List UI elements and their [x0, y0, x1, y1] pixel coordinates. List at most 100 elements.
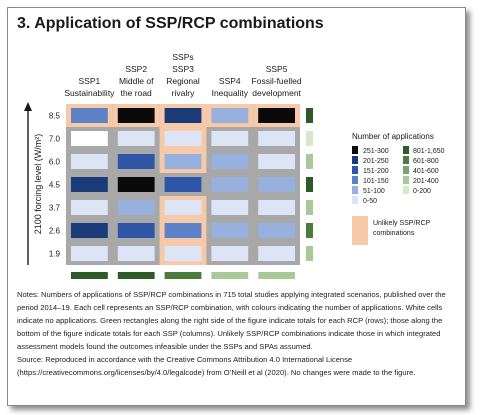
row-total-bar	[306, 223, 313, 238]
row-label: 3.7	[49, 204, 61, 213]
legend-label: 401-600	[413, 168, 439, 175]
heatmap-cell	[71, 177, 108, 192]
heatmap-cell	[211, 154, 249, 169]
column-total-bar	[211, 272, 249, 279]
row-total-bar	[306, 177, 313, 192]
legend-title: Number of applications	[352, 132, 434, 141]
heatmap-cell	[71, 108, 108, 123]
heatmap-cell	[71, 154, 108, 169]
legend-label: 0-50	[363, 198, 377, 205]
legend-unlikely-label: combinations	[373, 230, 415, 237]
legend-label: 251-300	[363, 148, 389, 155]
heatmap-cell	[117, 108, 155, 123]
figure-notes: Notes: Numbers of applications of SSP/RC…	[17, 288, 462, 379]
column-header-2: rivalry	[172, 88, 195, 98]
legend-label: 0-200	[413, 188, 431, 195]
heatmap-cell	[71, 200, 108, 215]
heatmap-cell	[117, 223, 155, 238]
heatmap-cell	[164, 108, 202, 123]
heatmap-cell	[258, 200, 295, 215]
row-label: 7.0	[49, 135, 61, 144]
heatmap-cell	[258, 131, 295, 146]
heatmap-cell	[117, 131, 155, 146]
y-axis-label: 2100 forcing level (W/m²)	[33, 134, 43, 235]
heatmap-cell	[211, 108, 249, 123]
row-label: 4.5	[49, 181, 61, 190]
heatmap-chart: SSP1 Sustainability SSP2 Middle of the road S…	[24, 52, 445, 279]
column-header-1: Middle of	[119, 76, 154, 86]
heatmap-cell	[164, 246, 202, 261]
heatmap-cell	[211, 177, 249, 192]
column-total-bar	[71, 272, 108, 279]
heatmap-cell	[211, 223, 249, 238]
legend-swatch	[352, 176, 358, 184]
heatmap-cell	[258, 246, 295, 261]
row-total-bar	[306, 246, 313, 261]
column-header-3: SSP4	[219, 76, 241, 86]
heatmap-cell	[71, 223, 108, 238]
column-header-2: SSPs	[172, 52, 193, 62]
row-label: 2.6	[49, 227, 61, 236]
row-label: 8.5	[49, 112, 61, 121]
heatmap-cell	[71, 131, 108, 146]
legend-swatch	[403, 186, 409, 194]
row-total-bar	[306, 131, 313, 146]
legend-label: 201-400	[413, 178, 439, 185]
heatmap-cell	[258, 223, 295, 238]
legend-swatch	[352, 146, 358, 154]
heatmap-cell	[164, 177, 202, 192]
legend-swatch	[352, 156, 358, 164]
legend-unlikely-swatch	[352, 216, 368, 245]
heatmap-cell	[117, 177, 155, 192]
legend-label: 601-800	[413, 158, 439, 165]
heatmap-cell	[258, 177, 295, 192]
column-total-bar	[258, 272, 295, 279]
y-axis-arrow-head	[24, 102, 32, 111]
column-header-0: SSP1	[79, 76, 101, 86]
heatmap-cell	[211, 131, 249, 146]
legend-swatch	[403, 146, 409, 154]
column-header-4: development	[252, 88, 301, 98]
heatmap-cell	[211, 200, 249, 215]
figure-panel: 3. Application of SSP/RCP combinations S…	[7, 7, 466, 406]
legend-label: 201-250	[363, 158, 389, 165]
legend-unlikely-label: Unlikely SSP/RCP	[373, 220, 431, 227]
column-header-2: SSP3	[172, 64, 194, 74]
heatmap-cell	[164, 200, 202, 215]
legend-label: 801-1,650	[413, 148, 445, 155]
heatmap-cell	[71, 246, 108, 261]
source-text: Source: Reproduced in accordance with th…	[17, 355, 416, 377]
column-header-4: SSP5	[266, 64, 288, 74]
column-header-0: Sustainability	[64, 88, 115, 98]
row-total-bar	[306, 108, 313, 123]
column-total-bar	[164, 272, 202, 279]
heatmap-cell	[258, 154, 295, 169]
legend-swatch	[403, 166, 409, 174]
legend-label: 101-150	[363, 178, 389, 185]
column-header-4: Fossil-fuelled	[252, 76, 302, 86]
figure-title: 3. Application of SSP/RCP combinations	[17, 15, 324, 32]
notes-text: Notes: Numbers of applications of SSP/RC…	[17, 290, 446, 351]
heatmap-cell	[211, 246, 249, 261]
legend-label: 51-100	[363, 188, 385, 195]
heatmap-cell	[164, 131, 202, 146]
row-total-bar	[306, 154, 313, 169]
heatmap-cell	[117, 154, 155, 169]
column-header-3: Inequality	[212, 88, 249, 98]
column-total-bar	[117, 272, 155, 279]
column-header-1: the road	[121, 88, 152, 98]
legend-swatch	[403, 176, 409, 184]
row-label: 1.9	[49, 250, 61, 259]
column-header-2: Regional	[166, 76, 200, 86]
legend-swatch	[403, 156, 409, 164]
legend-swatch	[352, 196, 358, 204]
heatmap-cell	[117, 246, 155, 261]
legend-swatch	[352, 166, 358, 174]
heatmap-cell	[258, 108, 295, 123]
row-label: 6.0	[49, 158, 61, 167]
row-total-bar	[306, 200, 313, 215]
heatmap-cell	[164, 223, 202, 238]
legend-label: 151-200	[363, 168, 389, 175]
legend-swatch	[352, 186, 358, 194]
heatmap-cell	[117, 200, 155, 215]
